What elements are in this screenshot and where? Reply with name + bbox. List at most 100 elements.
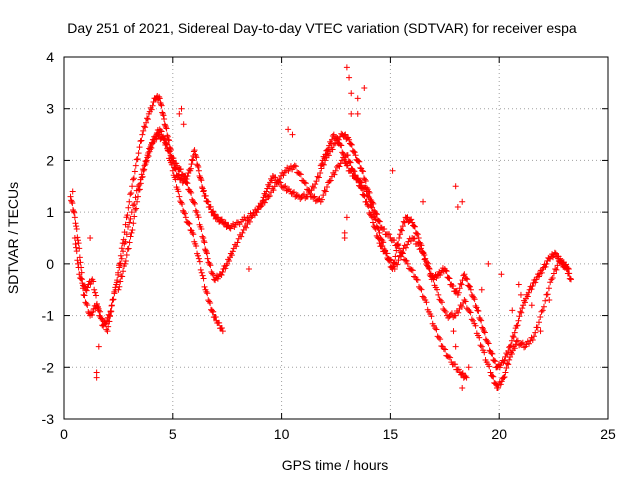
data-point: [276, 175, 283, 182]
data-point: [514, 337, 521, 344]
data-point: [474, 307, 481, 314]
data-point: [73, 223, 80, 230]
data-point: [381, 246, 388, 253]
data-point: [142, 124, 149, 131]
data-point: [486, 363, 493, 370]
data-point: [552, 265, 559, 272]
data-point: [546, 297, 553, 304]
data-point: [535, 273, 542, 280]
data-point: [199, 233, 206, 240]
data-point: [425, 263, 432, 270]
data-point: [291, 162, 298, 169]
data-point: [125, 204, 132, 211]
data-point: [146, 148, 153, 155]
data-point: [509, 333, 516, 340]
data-point: [263, 188, 270, 195]
data-point: [360, 168, 367, 175]
data-point: [390, 260, 397, 267]
data-point: [372, 216, 379, 223]
data-point: [127, 233, 134, 240]
data-point: [203, 288, 210, 295]
data-point: [209, 270, 216, 277]
data-point: [84, 284, 91, 291]
data-point: [124, 246, 131, 253]
data-point: [550, 270, 557, 277]
data-point: [542, 297, 549, 304]
data-point: [423, 299, 430, 306]
data-point: [470, 317, 477, 324]
data-point: [348, 110, 355, 117]
data-point: [120, 268, 127, 275]
data-point: [138, 171, 145, 178]
data-point: [112, 286, 119, 293]
data-point: [312, 181, 319, 188]
data-point: [443, 268, 450, 275]
data-point: [358, 179, 365, 186]
data-point: [325, 146, 332, 153]
data-point: [411, 223, 418, 230]
data-point: [199, 272, 206, 279]
data-point: [320, 192, 327, 199]
data-point: [131, 201, 138, 208]
data-point: [508, 351, 515, 358]
data-point: [275, 178, 282, 185]
data-point: [467, 309, 474, 316]
data-point: [368, 212, 375, 219]
data-point: [141, 123, 148, 130]
data-point: [207, 203, 214, 210]
data-point: [415, 235, 422, 241]
data-point: [218, 216, 225, 223]
data-point: [196, 173, 203, 180]
data-point: [319, 196, 326, 203]
data-point: [468, 316, 475, 323]
data-point: [195, 164, 202, 171]
data-point: [456, 285, 463, 292]
data-point: [359, 167, 366, 174]
data-point: [361, 192, 368, 199]
data-point: [411, 235, 418, 242]
data-point: [175, 188, 182, 195]
data-point: [189, 229, 196, 236]
data-point: [394, 241, 401, 248]
data-point: [539, 307, 546, 314]
data-point: [492, 380, 499, 387]
data-point: [440, 345, 447, 352]
data-point: [203, 249, 210, 255]
data-point: [135, 150, 142, 157]
data-point: [432, 325, 439, 332]
data-point: [532, 329, 539, 336]
data-point: [334, 135, 341, 142]
data-point: [401, 219, 408, 226]
data-point: [253, 209, 260, 216]
data-point: [554, 255, 561, 262]
data-point: [545, 285, 552, 292]
data-point: [352, 152, 359, 159]
data-point: [67, 193, 74, 200]
data-point: [301, 179, 308, 186]
data-point: [113, 279, 120, 286]
data-point: [488, 350, 495, 357]
data-point: [289, 131, 296, 138]
data-point: [222, 219, 229, 226]
data-point: [132, 162, 139, 169]
data-point: [158, 102, 165, 109]
data-point: [80, 291, 87, 298]
data-point: [543, 291, 550, 298]
data-point: [117, 278, 124, 285]
data-point: [74, 260, 81, 267]
data-point: [226, 257, 233, 264]
data-point: [505, 361, 512, 368]
data-point: [157, 99, 164, 106]
data-point: [481, 349, 488, 356]
data-point: [144, 152, 151, 159]
data-point: [351, 149, 358, 156]
data-point: [119, 273, 126, 280]
data-point: [148, 106, 155, 113]
data-point: [104, 328, 111, 335]
data-point: [176, 110, 183, 117]
data-point: [399, 250, 406, 257]
data-point: [89, 308, 96, 315]
data-point: [161, 121, 168, 128]
data-point: [133, 187, 140, 194]
data-point: [80, 283, 87, 290]
